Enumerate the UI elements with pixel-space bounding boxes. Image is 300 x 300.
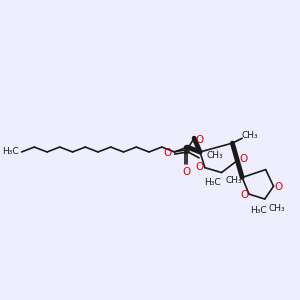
Text: CH₃: CH₃ (226, 176, 243, 185)
Text: O: O (240, 190, 248, 200)
Text: O: O (182, 167, 190, 177)
Text: H₃C: H₃C (250, 206, 267, 215)
Text: CH₃: CH₃ (206, 152, 223, 160)
Text: O: O (274, 182, 283, 192)
Text: O: O (164, 148, 172, 158)
Text: H₃C: H₃C (204, 178, 221, 187)
Text: O: O (239, 154, 247, 164)
Text: O: O (196, 162, 204, 172)
Text: H₃C: H₃C (2, 148, 19, 157)
Text: O: O (195, 135, 203, 145)
Text: CH₃: CH₃ (242, 131, 258, 140)
Text: S: S (183, 145, 190, 158)
Text: CH₃: CH₃ (268, 204, 285, 213)
